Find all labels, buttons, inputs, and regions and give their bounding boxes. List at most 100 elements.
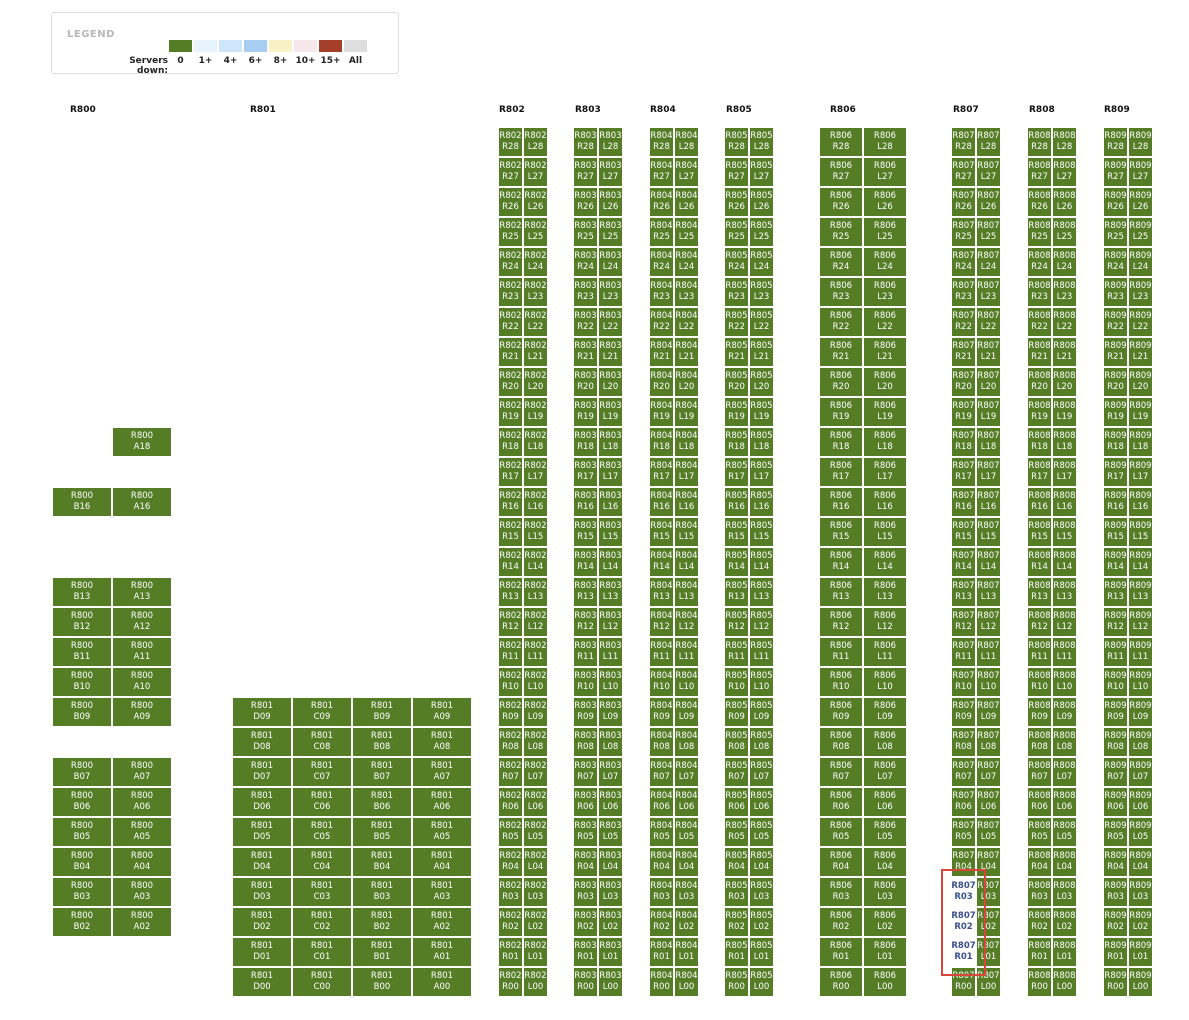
rack-cell[interactable]: R806 L23 (864, 278, 906, 306)
rack-cell[interactable]: R808 L03 (1053, 878, 1076, 906)
rack-cell[interactable]: R806 R09 (820, 698, 862, 726)
rack-cell[interactable]: R806 L16 (864, 488, 906, 516)
rack-cell[interactable]: R805 L07 (750, 758, 773, 786)
rack-cell[interactable]: R808 L26 (1053, 188, 1076, 216)
rack-cell[interactable]: R805 R27 (725, 158, 748, 186)
rack-cell[interactable]: R805 L12 (750, 608, 773, 636)
rack-cell[interactable]: R807 L10 (977, 668, 1000, 696)
rack-cell[interactable]: R800 A06 (113, 788, 171, 816)
rack-cell[interactable]: R804 L26 (675, 188, 698, 216)
rack-cell[interactable]: R805 R24 (725, 248, 748, 276)
rack-cell[interactable]: R804 L10 (675, 668, 698, 696)
rack-cell[interactable]: R802 L26 (524, 188, 547, 216)
rack-cell[interactable]: R809 R13 (1104, 578, 1127, 606)
rack-cell[interactable]: R806 R22 (820, 308, 862, 336)
rack-cell[interactable]: R804 L14 (675, 548, 698, 576)
rack-cell[interactable]: R804 L08 (675, 728, 698, 756)
rack-cell[interactable]: R809 L12 (1129, 608, 1152, 636)
rack-cell[interactable]: R805 R20 (725, 368, 748, 396)
rack-cell[interactable]: R803 R05 (574, 818, 597, 846)
rack-cell[interactable]: R800 A10 (113, 668, 171, 696)
rack-cell[interactable]: R801 B03 (353, 878, 411, 906)
rack-cell[interactable]: R802 R22 (499, 308, 522, 336)
rack-cell[interactable]: R808 R07 (1028, 758, 1051, 786)
rack-cell[interactable]: R802 L11 (524, 638, 547, 666)
rack-cell[interactable]: R808 R06 (1028, 788, 1051, 816)
rack-cell[interactable]: R806 L27 (864, 158, 906, 186)
rack-cell[interactable]: R807 L18 (977, 428, 1000, 456)
rack-cell[interactable]: R802 L23 (524, 278, 547, 306)
rack-cell[interactable]: R803 R20 (574, 368, 597, 396)
rack-cell[interactable]: R800 A12 (113, 608, 171, 636)
rack-cell[interactable]: R804 R00 (650, 968, 673, 996)
rack-cell[interactable]: R809 L15 (1129, 518, 1152, 546)
rack-cell[interactable]: R803 R16 (574, 488, 597, 516)
rack-cell[interactable]: R803 R27 (574, 158, 597, 186)
rack-cell[interactable]: R807 L23 (977, 278, 1000, 306)
rack-cell[interactable]: R807 R13 (952, 578, 975, 606)
rack-cell[interactable]: R804 R23 (650, 278, 673, 306)
rack-cell[interactable]: R807 L11 (977, 638, 1000, 666)
rack-cell[interactable]: R802 R07 (499, 758, 522, 786)
rack-cell[interactable]: R805 R03 (725, 878, 748, 906)
rack-cell[interactable]: R807 L01 (977, 938, 1000, 966)
rack-cell[interactable]: R805 L28 (750, 128, 773, 156)
rack-cell[interactable]: R808 L07 (1053, 758, 1076, 786)
rack-cell[interactable]: R802 L18 (524, 428, 547, 456)
rack-cell[interactable]: R809 R18 (1104, 428, 1127, 456)
rack-cell[interactable]: R809 R25 (1104, 218, 1127, 246)
rack-cell[interactable]: R807 L20 (977, 368, 1000, 396)
rack-cell[interactable]: R802 L27 (524, 158, 547, 186)
rack-cell[interactable]: R806 L20 (864, 368, 906, 396)
rack-cell[interactable]: R803 L04 (599, 848, 622, 876)
rack-cell[interactable]: R807 R11 (952, 638, 975, 666)
rack-cell[interactable]: R809 L09 (1129, 698, 1152, 726)
rack-cell[interactable]: R807 L24 (977, 248, 1000, 276)
rack-cell[interactable]: R807 R12 (952, 608, 975, 636)
rack-cell[interactable]: R804 L16 (675, 488, 698, 516)
rack-cell[interactable]: R800 B16 (53, 488, 111, 516)
rack-cell[interactable]: R800 B07 (53, 758, 111, 786)
rack-cell[interactable]: R802 R03 (499, 878, 522, 906)
rack-cell[interactable]: R802 L21 (524, 338, 547, 366)
rack-cell[interactable]: R806 R14 (820, 548, 862, 576)
rack-cell[interactable]: R800 A11 (113, 638, 171, 666)
rack-cell[interactable]: R808 R24 (1028, 248, 1051, 276)
rack-cell[interactable]: R804 L02 (675, 908, 698, 936)
rack-cell[interactable]: R809 L08 (1129, 728, 1152, 756)
rack-cell[interactable]: R808 R11 (1028, 638, 1051, 666)
rack-cell[interactable]: R807 L00 (977, 968, 1000, 996)
rack-cell[interactable]: R808 R19 (1028, 398, 1051, 426)
rack-cell[interactable]: R808 R12 (1028, 608, 1051, 636)
rack-cell[interactable]: R806 L00 (864, 968, 906, 996)
rack-cell[interactable]: R809 R28 (1104, 128, 1127, 156)
rack-cell[interactable]: R805 L19 (750, 398, 773, 426)
rack-cell[interactable]: R801 B09 (353, 698, 411, 726)
rack-cell[interactable]: R808 L19 (1053, 398, 1076, 426)
rack-cell[interactable]: R804 R10 (650, 668, 673, 696)
rack-cell[interactable]: R800 B12 (53, 608, 111, 636)
rack-cell[interactable]: R806 R12 (820, 608, 862, 636)
rack-cell[interactable]: R806 L26 (864, 188, 906, 216)
rack-cell[interactable]: R809 R26 (1104, 188, 1127, 216)
rack-cell[interactable]: R806 R01 (820, 938, 862, 966)
rack-cell[interactable]: R809 L21 (1129, 338, 1152, 366)
rack-cell[interactable]: R807 R22 (952, 308, 975, 336)
rack-cell[interactable]: R808 R25 (1028, 218, 1051, 246)
rack-cell[interactable]: R803 L22 (599, 308, 622, 336)
rack-cell[interactable]: R808 R21 (1028, 338, 1051, 366)
rack-cell[interactable]: R806 L02 (864, 908, 906, 936)
rack-cell[interactable]: R802 R11 (499, 638, 522, 666)
rack-cell[interactable]: R808 L09 (1053, 698, 1076, 726)
rack-cell[interactable]: R808 L17 (1053, 458, 1076, 486)
rack-cell[interactable]: R808 R02 (1028, 908, 1051, 936)
rack-cell[interactable]: R801 A08 (413, 728, 471, 756)
rack-cell[interactable]: R805 R13 (725, 578, 748, 606)
rack-cell[interactable]: R800 B11 (53, 638, 111, 666)
rack-cell[interactable]: R807 R18 (952, 428, 975, 456)
rack-cell[interactable]: R805 R10 (725, 668, 748, 696)
rack-cell[interactable]: R808 R01 (1028, 938, 1051, 966)
rack-cell[interactable]: R805 R21 (725, 338, 748, 366)
rack-cell[interactable]: R804 L21 (675, 338, 698, 366)
rack-cell[interactable]: R802 R27 (499, 158, 522, 186)
